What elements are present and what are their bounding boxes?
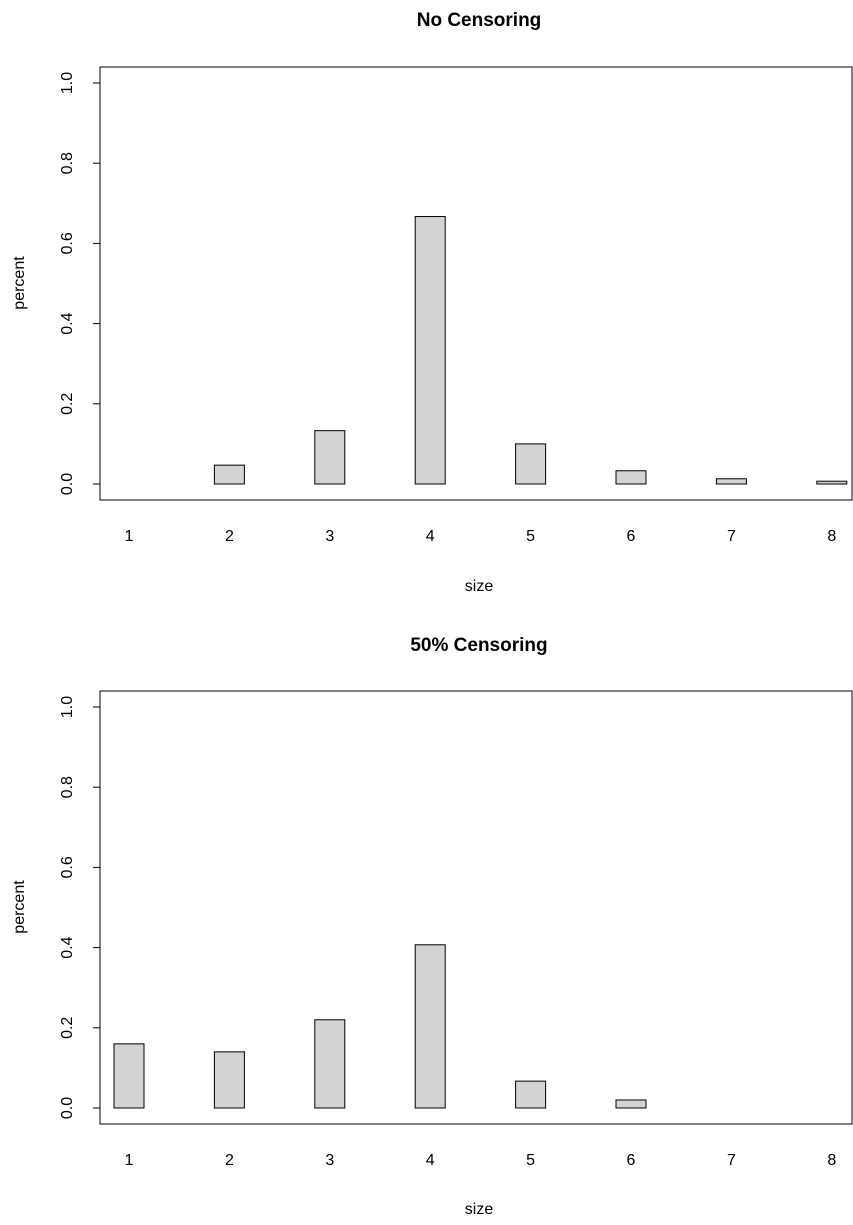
y-tick-label: 0.8 [59,776,76,798]
y-axis-label: percent [11,880,28,934]
y-axis-label: percent [11,256,28,310]
x-tick-label: 4 [426,1152,435,1169]
chart-title: No Censoring [417,10,542,31]
y-tick-label: 0.0 [59,1097,76,1119]
bar [515,443,547,485]
bar [213,1051,245,1109]
x-tick-label: 7 [727,1152,736,1169]
y-tick-label: 0.4 [59,312,76,334]
y-tick-label: 0.2 [59,393,76,415]
y-tick-label: 1.0 [59,696,76,718]
x-tick-label: 3 [325,1152,334,1169]
y-tick-label: 0.6 [59,232,76,254]
bar [113,1043,145,1109]
chart-panel-no-censoring: No Censoring size percent 0.0 0.2 0.4 0.6 0.… [11,10,853,595]
bar [414,216,446,485]
x-tick-label: 3 [325,528,334,545]
x-tick-label: 2 [225,1152,234,1169]
x-tick-label: 8 [827,1152,836,1169]
y-tick-label: 0.4 [59,936,76,958]
bar [414,944,446,1109]
bar [213,464,245,485]
y-tick-label: 0.2 [59,1017,76,1039]
chart-panel-50-censoring: 50% Censoring size percent 0.0 0.2 0.4 0.6 0… [11,635,853,1218]
bar [314,430,346,485]
x-axis-label: size [465,1201,494,1218]
y-tick-label: 1.0 [59,72,76,94]
bar [615,1099,647,1109]
x-tick-label: 2 [225,528,234,545]
x-tick-label: 5 [526,1152,535,1169]
plot-frame [99,66,853,501]
x-tick-label: 7 [727,528,736,545]
y-tick-label: 0.6 [59,856,76,878]
bar [715,478,747,485]
x-tick-label: 5 [526,528,535,545]
x-tick-label: 8 [827,528,836,545]
x-tick-label: 6 [627,1152,636,1169]
y-tick-label: 0.0 [59,473,76,495]
y-tick-label: 0.8 [59,152,76,174]
bar [615,470,647,485]
plot-frame [99,690,853,1125]
x-axis-label: size [465,578,494,595]
bar [816,480,848,485]
bar [515,1080,547,1109]
x-tick-label: 6 [627,528,636,545]
x-tick-label: 1 [125,528,134,545]
bar [314,1019,346,1109]
chart-title: 50% Censoring [410,635,547,656]
x-tick-label: 4 [426,528,435,545]
x-tick-label: 1 [125,1152,134,1169]
